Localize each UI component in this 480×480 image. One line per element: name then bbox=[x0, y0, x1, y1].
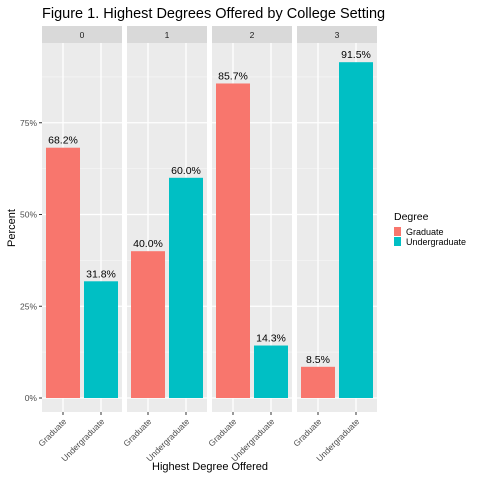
y-tick-label: 25% bbox=[20, 301, 37, 311]
data-label: 31.8% bbox=[86, 268, 116, 280]
x-tick-label: Graduate bbox=[206, 416, 238, 448]
bar-undergraduate-panel-2 bbox=[254, 345, 288, 398]
facet-panel-2: 2 85.7% 14.3% bbox=[212, 26, 292, 412]
y-tick-label: 75% bbox=[20, 118, 37, 128]
facet-strip bbox=[42, 26, 122, 43]
bar-undergraduate-panel-0 bbox=[84, 281, 118, 398]
facet-panel-1: 1 40.0% 60.0% bbox=[127, 26, 207, 412]
data-label: 85.7% bbox=[218, 70, 248, 82]
bar-graduate-panel-2 bbox=[216, 83, 250, 398]
y-tick-label: 0% bbox=[25, 393, 38, 403]
bar-undergraduate-panel-1 bbox=[169, 177, 203, 398]
data-label: 14.3% bbox=[256, 333, 286, 345]
x-tick-label: Graduate bbox=[36, 416, 68, 448]
legend-label-graduate: Graduate bbox=[406, 227, 444, 237]
data-label: 91.5% bbox=[341, 49, 371, 61]
facet-panel-0: 0 68.2% 31.8% bbox=[42, 26, 122, 412]
bar-graduate-panel-1 bbox=[131, 251, 165, 398]
facet-strip-label: 0 bbox=[80, 30, 85, 40]
bar-graduate-panel-3 bbox=[301, 366, 335, 398]
data-label: 8.5% bbox=[306, 354, 330, 366]
legend-swatch-graduate bbox=[394, 227, 401, 236]
facet-strip bbox=[127, 26, 207, 43]
data-label: 60.0% bbox=[171, 165, 201, 177]
y-axis-title: Percent bbox=[6, 209, 18, 247]
data-label: 68.2% bbox=[48, 135, 78, 147]
y-tick-label: 50% bbox=[20, 210, 37, 220]
bar-undergraduate-panel-3 bbox=[339, 62, 373, 398]
x-axis-title: Highest Degree Offered bbox=[152, 461, 268, 473]
y-axis: 0% 25% 50% 75% bbox=[20, 118, 42, 403]
legend: Degree Graduate Undergraduate bbox=[394, 211, 466, 247]
legend-title: Degree bbox=[394, 211, 429, 223]
data-label: 40.0% bbox=[133, 238, 163, 250]
x-tick-label: Graduate bbox=[121, 416, 153, 448]
x-tick-label: Graduate bbox=[291, 416, 323, 448]
bar-graduate-panel-0 bbox=[46, 147, 80, 398]
facet-panels: 0 68.2% 31.8% 1 40.0% 60.0% 2 85.7% 14.3% 3 8.5% 91… bbox=[42, 26, 377, 412]
facet-strip-label: 2 bbox=[250, 30, 255, 40]
facet-strip bbox=[212, 26, 292, 43]
facet-strip-label: 1 bbox=[165, 30, 170, 40]
facet-strip-label: 3 bbox=[335, 30, 340, 40]
legend-label-undergraduate: Undergraduate bbox=[406, 237, 466, 247]
legend-swatch-undergraduate bbox=[394, 237, 401, 246]
chart-title: Figure 1. Highest Degrees Offered by Col… bbox=[42, 6, 385, 22]
facet-panel-3: 3 8.5% 91.5% bbox=[297, 26, 377, 412]
facet-strip bbox=[297, 26, 377, 43]
